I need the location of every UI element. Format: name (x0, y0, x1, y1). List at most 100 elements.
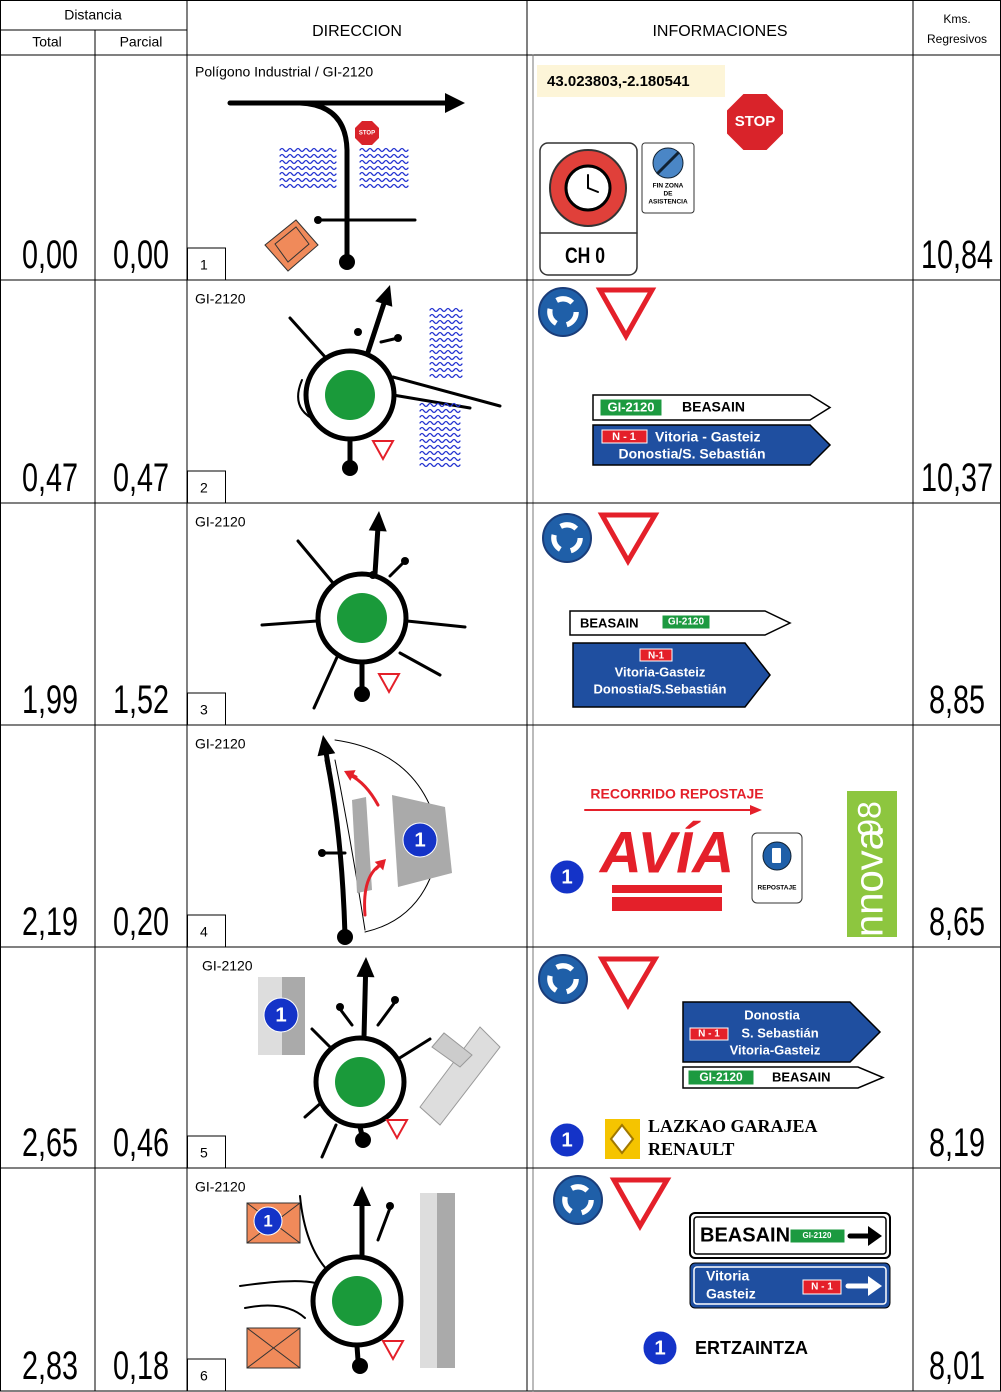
water (279, 159, 337, 165)
control-text: CH 0 (565, 244, 605, 268)
road-number: GI-2120 (608, 399, 655, 414)
step-number: 1 (200, 257, 208, 273)
marker-number: 1 (263, 1211, 272, 1230)
assistance-text: ASISTENCIA (648, 199, 688, 206)
road-number: N - 1 (612, 431, 636, 443)
dot (354, 328, 362, 336)
water (359, 153, 409, 159)
road-line (376, 1206, 392, 1242)
marker-circle (549, 1122, 585, 1158)
step-number: 5 (200, 1145, 208, 1161)
road-label: GI-2120 (195, 514, 246, 530)
step-box (187, 1358, 226, 1392)
roundabout-island (332, 1276, 382, 1326)
road-plate (802, 1279, 842, 1295)
road-label: GI-2120 (195, 1179, 246, 1195)
roundabout-sign (542, 513, 592, 563)
direction-sign (682, 1001, 882, 1063)
destination: Gasteiz (706, 1286, 756, 1302)
roundabout-sign-arrows (562, 1184, 594, 1216)
roundabout-island (337, 593, 387, 643)
road-number: N-1 (648, 651, 665, 662)
road-line (361, 974, 369, 1040)
dot (401, 557, 409, 565)
dot (339, 254, 355, 270)
water (359, 183, 409, 189)
marker-circle (402, 822, 438, 858)
water (419, 420, 461, 426)
step-number: 3 (200, 702, 208, 718)
business-logo-mark (609, 1123, 635, 1155)
direction-sign (572, 642, 771, 708)
row: 0,47 0,47 10,37 2 GI-2120 GI-2120 BEASAIN N - 1… (22, 285, 993, 504)
direction-sign (689, 1262, 891, 1309)
water (429, 349, 463, 355)
destination: Vitoria (706, 1268, 750, 1284)
water (359, 177, 409, 183)
road-path (334, 759, 366, 931)
destination: BEASAIN (580, 615, 639, 630)
destination: S. Sebastián (741, 1025, 818, 1040)
row: 2,65 0,46 8,19 5 GI-2120 1 Donostia N - 1 S. Seb… (22, 954, 985, 1169)
dot (337, 929, 353, 945)
stop-sign (725, 92, 785, 152)
water (429, 343, 463, 349)
water (419, 456, 461, 462)
dot (318, 849, 326, 857)
destination: BEASAIN (772, 1069, 831, 1084)
road-line (372, 528, 381, 577)
direction-sign (592, 424, 832, 466)
water (419, 408, 461, 414)
building-shade (437, 1193, 455, 1368)
road-line (398, 651, 442, 677)
marker-number: 1 (654, 1337, 665, 1359)
road-line (310, 1027, 332, 1049)
pump-island (352, 797, 372, 893)
dot (355, 1132, 371, 1148)
road-label: GI-2120 (195, 736, 246, 752)
marker-number: 1 (561, 866, 572, 888)
arrow-head (445, 93, 465, 113)
water (279, 183, 337, 189)
dot (342, 460, 358, 476)
road-line (351, 773, 358, 779)
road-line (320, 1123, 338, 1159)
road-line (296, 539, 335, 585)
water (429, 337, 463, 343)
road-label: GI-2120 (202, 958, 253, 974)
total-distance: 2,19 (22, 899, 78, 944)
sign-border (693, 1216, 887, 1255)
arrow-head (356, 957, 375, 978)
road-plate (599, 398, 663, 417)
road-line (656, 151, 680, 175)
roundabout-island (335, 1057, 385, 1107)
arrow-head (868, 1276, 882, 1296)
road-line (376, 1000, 397, 1027)
marker-number: 1 (275, 1004, 286, 1026)
arrow-head (353, 1186, 371, 1206)
marker-number: 1 (414, 829, 425, 851)
remaining-distance: 8,01 (929, 1343, 985, 1388)
water (429, 367, 463, 373)
road-line (338, 1007, 354, 1027)
water (419, 450, 461, 456)
arrow-head (868, 1226, 882, 1246)
water (419, 432, 461, 438)
road-path (324, 757, 348, 938)
marker-circle (549, 859, 585, 895)
water (429, 307, 463, 313)
header-kms: Regresivos (927, 32, 987, 46)
remaining-distance: 8,19 (929, 1120, 985, 1165)
brand-bar (612, 885, 722, 893)
road-path (299, 1195, 331, 1274)
water (279, 153, 337, 159)
water (279, 177, 337, 183)
water (429, 373, 463, 379)
row: 0,00 0,00 10,84 1 Polígono Industrial / GI-2… (22, 64, 993, 281)
road-line (288, 316, 328, 360)
partial-distance: 0,20 (113, 899, 169, 944)
road-line (587, 187, 599, 193)
dot (352, 1358, 368, 1374)
header-total: Total (32, 34, 62, 50)
yield-sign (385, 1119, 409, 1141)
